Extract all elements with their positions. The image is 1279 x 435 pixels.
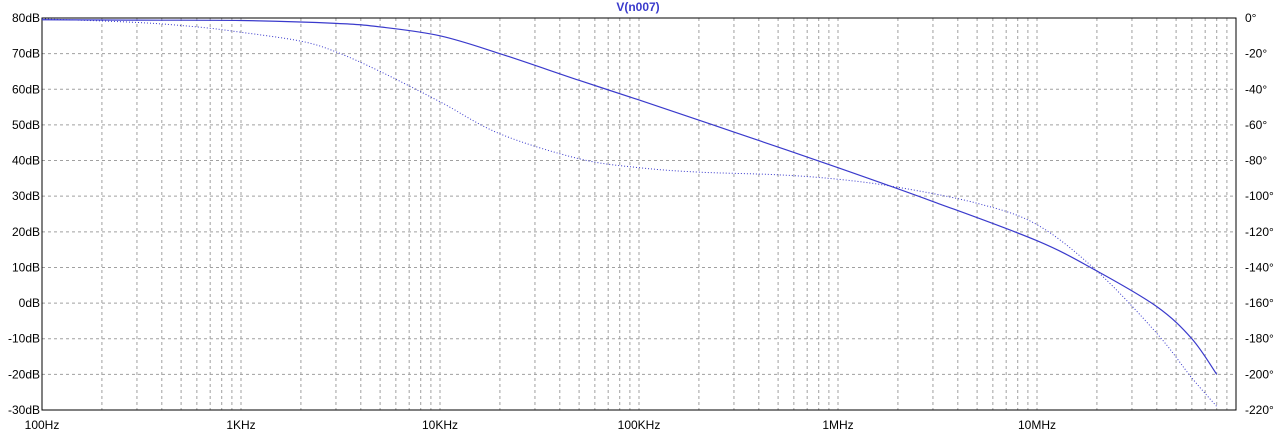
y-right-tick-label: -100° xyxy=(1245,189,1274,203)
y-right-tick-label: -120° xyxy=(1245,225,1274,239)
y-right-tick-label: -40° xyxy=(1245,82,1267,96)
y-left-tick-label: -10dB xyxy=(8,332,40,346)
plot-frame xyxy=(41,17,1237,411)
y-right-tick-label: -80° xyxy=(1245,154,1267,168)
y-left-tick-label: 10dB xyxy=(12,260,40,274)
grid-lines xyxy=(42,18,1236,410)
chart-title: V(n007) xyxy=(616,0,659,14)
y-left-tick-label: 80dB xyxy=(12,11,40,25)
y-left-tick-label: -30dB xyxy=(8,403,40,417)
y-right-tick-label: -140° xyxy=(1245,260,1274,274)
x-tick-label: 10KHz xyxy=(422,418,458,432)
y-right-tick-label: -220° xyxy=(1245,403,1274,417)
y-left-tick-label: -20dB xyxy=(8,367,40,381)
y-left-tick-label: 0dB xyxy=(19,296,40,310)
y-right-tick-label: -60° xyxy=(1245,118,1267,132)
y-right-tick-label: 0° xyxy=(1245,11,1257,25)
series-layer xyxy=(41,18,1218,407)
x-tick-label: 100Hz xyxy=(25,418,60,432)
y-right-tick-label: -180° xyxy=(1245,332,1274,346)
y-left-tick-label: 40dB xyxy=(12,154,40,168)
y-right-tick-label: -160° xyxy=(1245,296,1274,310)
y-left-tick-label: 20dB xyxy=(12,225,40,239)
y-right-tick-label: -20° xyxy=(1245,47,1267,61)
x-tick-label: 1MHz xyxy=(822,418,853,432)
y-left-tick-label: 50dB xyxy=(12,118,40,132)
y-left-tick-label: 70dB xyxy=(12,47,40,61)
y-left-tick-label: 30dB xyxy=(12,189,40,203)
y-left-tick-label: 60dB xyxy=(12,82,40,96)
x-tick-label: 1KHz xyxy=(226,418,255,432)
magnitude-series-line xyxy=(41,19,1218,375)
x-tick-label: 10MHz xyxy=(1018,418,1056,432)
x-tick-label: 100KHz xyxy=(618,418,661,432)
phase-series-line xyxy=(41,18,1218,407)
axis-ticks: 100Hz 1KHz 10KHz 100KHz 1MHz 10MHz 80dB 70dB 60d… xyxy=(8,11,1274,432)
y-right-tick-label: -200° xyxy=(1245,367,1274,381)
